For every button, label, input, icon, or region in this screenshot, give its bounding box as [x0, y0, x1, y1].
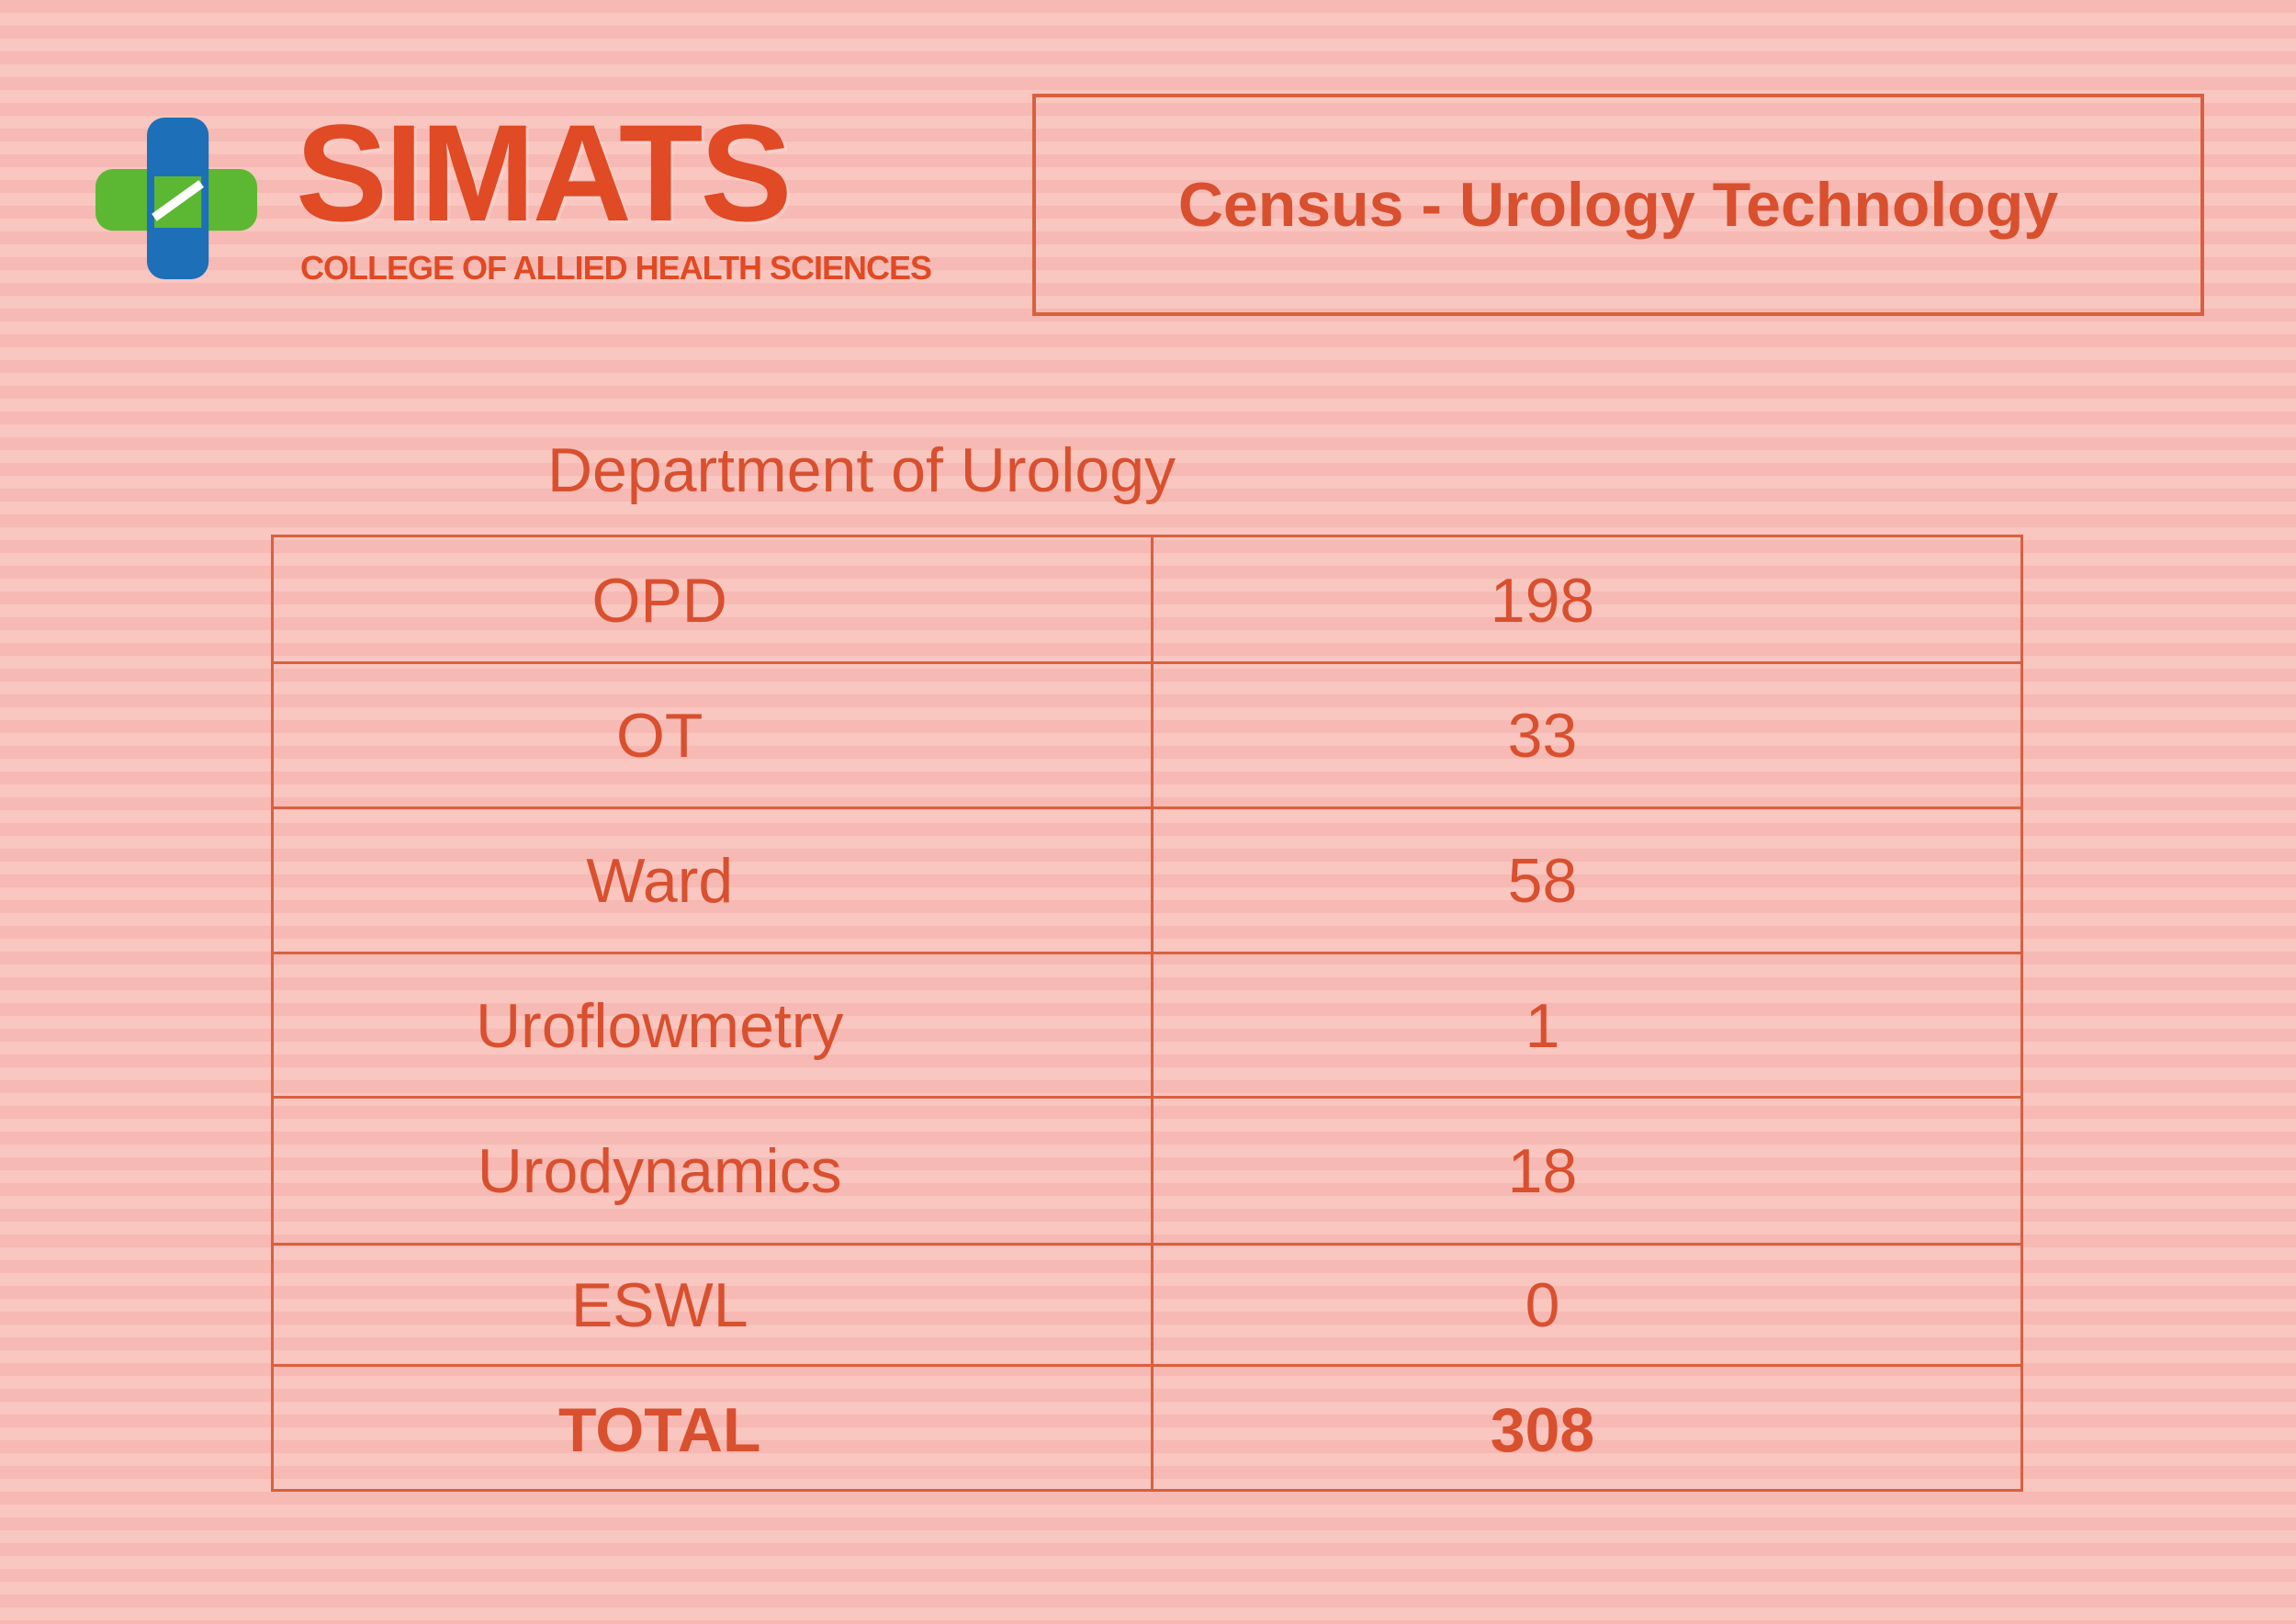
row-divider [274, 952, 2020, 954]
row-value: 198 [1490, 565, 1595, 636]
logo-subtitle: COLLEGE OF ALLIED HEALTH SCIENCES [300, 249, 932, 287]
row-label: ESWL [570, 1270, 748, 1340]
row-value: 0 [1525, 1270, 1560, 1340]
row-value: 308 [1490, 1395, 1595, 1465]
row-label: Uroflowmetry [475, 990, 844, 1061]
row-label: OT [615, 701, 703, 771]
census-table: OPD 198 OT 33 Ward 58 Uroflowmetry 1 Urodynamics… [271, 535, 2023, 1492]
column-divider [1151, 537, 1154, 1489]
logo-text: SIMATS [296, 96, 793, 250]
row-label: OPD [591, 565, 727, 636]
row-label: TOTAL [558, 1395, 761, 1465]
row-divider [274, 1364, 2020, 1367]
row-label: Urodynamics [477, 1136, 842, 1206]
row-value: 1 [1525, 990, 1560, 1061]
row-divider [274, 806, 2020, 809]
row-divider [274, 1243, 2020, 1246]
row-value: 58 [1507, 846, 1578, 916]
logo-icon [96, 118, 257, 279]
row-value: 18 [1507, 1136, 1578, 1206]
title: Census - Urology Technology [1177, 170, 2059, 240]
row-value: 33 [1507, 701, 1578, 771]
row-label: Ward [586, 846, 734, 916]
table-caption: Department of Urology [546, 435, 1176, 505]
row-divider [274, 661, 2020, 664]
title-box [1032, 94, 2204, 316]
row-divider [274, 1096, 2020, 1099]
